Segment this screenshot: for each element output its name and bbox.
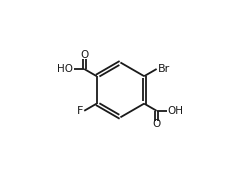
Text: F: F: [77, 106, 83, 116]
Text: O: O: [153, 119, 161, 130]
Text: O: O: [80, 50, 88, 60]
Text: Br: Br: [157, 64, 170, 74]
Text: OH: OH: [168, 106, 184, 116]
Text: HO: HO: [57, 64, 73, 74]
